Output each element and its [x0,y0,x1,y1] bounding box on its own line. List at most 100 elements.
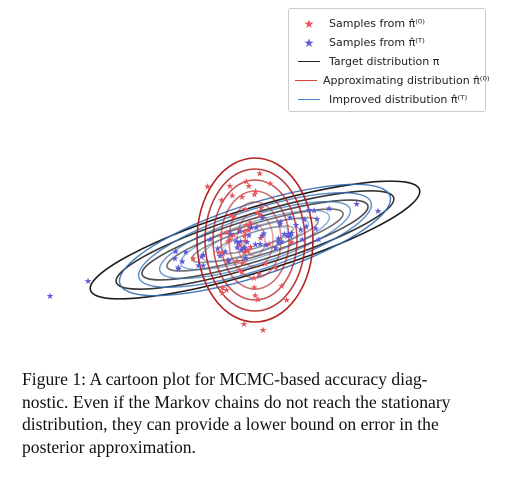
red-line-icon [295,80,317,81]
improved-sample-marker: ★ [199,251,207,261]
legend-label: Samples from π̂⁽ᵀ⁾ [329,36,425,49]
approx-sample-marker: ★ [223,228,231,238]
approx-sample-marker: ★ [189,254,197,264]
improved-sample-marker: ★ [178,257,186,267]
improved-contour [158,200,352,280]
approx-sample-marker: ★ [236,266,244,276]
approx-sample-marker: ★ [250,283,258,293]
improved-sample-marker: ★ [276,220,284,230]
approx-sample-marker: ★ [283,296,291,306]
legend-entry-approx: Approximating distribution π̂⁽⁰⁾ [295,71,490,90]
approx-sample-marker: ★ [246,243,254,253]
legend-entry-improved: Improved distribution π̂⁽ᵀ⁾ [295,90,479,109]
approx-sample-marker: ★ [238,259,246,269]
improved-sample-marker: ★ [271,244,279,254]
approx-sample-marker: ★ [243,247,251,257]
approx-sample-marker: ★ [251,292,259,302]
figure-caption: Figure 1: A cartoon plot for MCMC-based … [22,368,502,458]
approx-contour [196,157,314,323]
approx-sample-marker: ★ [218,196,226,206]
approx-sample-marker: ★ [257,234,265,244]
improved-sample-marker: ★ [251,240,259,250]
improved-sample-marker: ★ [280,230,288,240]
improved-sample-marker: ★ [297,225,305,235]
approx-sample-marker: ★ [240,320,248,330]
improved-sample-marker: ★ [252,223,260,233]
approx-sample-marker: ★ [240,232,248,242]
improved-sample-marker: ★ [221,248,229,258]
improved-sample-marker: ★ [214,244,222,254]
improved-sample-marker: ★ [175,265,183,275]
contour-figure: ★★★★★★★★★★★ ★ ★★★★★★★★★★★★★★★★★★★★★★★★★★★★… [46,157,421,336]
approx-sample-marker: ★ [240,227,248,237]
approx-sample-marker: ★ [219,249,227,259]
approx-contour [220,190,290,290]
approx-sample-marker: ★ [226,236,234,246]
black-line-icon [295,61,323,62]
improved-sample-marker: ★ [256,240,264,250]
improved-sample-marker: ★ [182,248,190,258]
approx-sample-marker: ★ [245,226,253,236]
improved-sample-marker: ★ [283,232,291,242]
improved-sample-marker: ★ [224,257,232,267]
approx-sample-marker: ★ [226,212,234,222]
approx-sample-marker: ★ [224,238,232,248]
improved-sample-marker: ★ [286,214,294,224]
approx-sample-marker: ★ [233,257,241,267]
approx-sample-marker: ★ [226,182,234,192]
improved-sample-marker: ★ [258,214,266,224]
approx-sample-marker: ★ [218,289,226,299]
improved-sample-marker: ★ [313,215,321,225]
improved-contour [137,192,373,288]
approx-sample-marker: ★ [256,170,264,180]
approx-sample-marker: ★ [288,238,296,248]
improved-sample-marker: ★ [206,236,214,246]
improved-sample-marker: ★ [194,261,202,271]
improved-sample-marker: ★ [236,227,244,237]
approx-sample-marker: ★ [241,237,249,247]
approx-sample-marker: ★ [238,268,246,278]
approx-sample-marker: ★ [259,326,267,336]
approx-sample-marker: ★ [243,221,251,231]
improved-sample-marker: ★ [227,230,235,240]
improved-sample-marker: ★ [300,216,308,226]
improved-sample-marker: ★ [247,224,255,234]
approx-contour [228,201,282,279]
improved-sample-marker: ★ [232,238,240,248]
improved-sample-marker: ★ [292,221,300,231]
approx-contour [236,212,274,268]
approx-sample-marker: ★ [238,193,246,203]
improved-sample-marker: ★ [310,207,318,217]
caption-line: posterior approximation. [22,436,196,457]
approx-sample-marker: ★ [256,211,264,221]
legend-label: Improved distribution π̂⁽ᵀ⁾ [329,93,468,106]
improved-sample-marker: ★ [262,241,270,251]
improved-sample-marker: ★ [245,232,253,242]
legend-label: Samples from π̂⁽⁰⁾ [329,17,426,30]
improved-sample-marker: ★ [274,238,282,248]
improved-sample-marker: ★ [298,235,306,245]
improved-sample-marker: ★ [243,238,251,248]
approx-sample-marker: ★ [228,192,236,202]
approx-sample-marker: ★ [229,213,237,223]
improved-sample-marker: ★ [237,238,245,248]
approx-sample-marker: ★ [223,257,231,267]
improved-sample-marker: ★ [278,238,286,248]
blue-line-icon [295,99,323,100]
approx-sample-marker: ★ [272,264,280,274]
approx-sample-marker: ★ [250,274,258,284]
approx-sample-marker: ★ [223,286,231,296]
caption-line: nostic. Even if the Markov chains do not… [22,391,451,412]
improved-sample-marker: ★ [237,246,245,256]
approx-sample-marker: ★ [254,296,262,306]
approx-sample-marker: ★ [245,182,253,192]
improved-sample-marker: ★ [198,252,206,262]
red-star-marker-icon: ★ [303,16,315,31]
improved-sample-marker: ★ [274,234,282,244]
target-contour [141,199,369,281]
improved-sample-marker: ★ [276,218,284,228]
target-contour [215,225,295,255]
improved-contour [179,209,331,271]
approx-sample-marker: ★ [240,248,248,258]
approx-sample-marker: ★ [247,218,255,228]
